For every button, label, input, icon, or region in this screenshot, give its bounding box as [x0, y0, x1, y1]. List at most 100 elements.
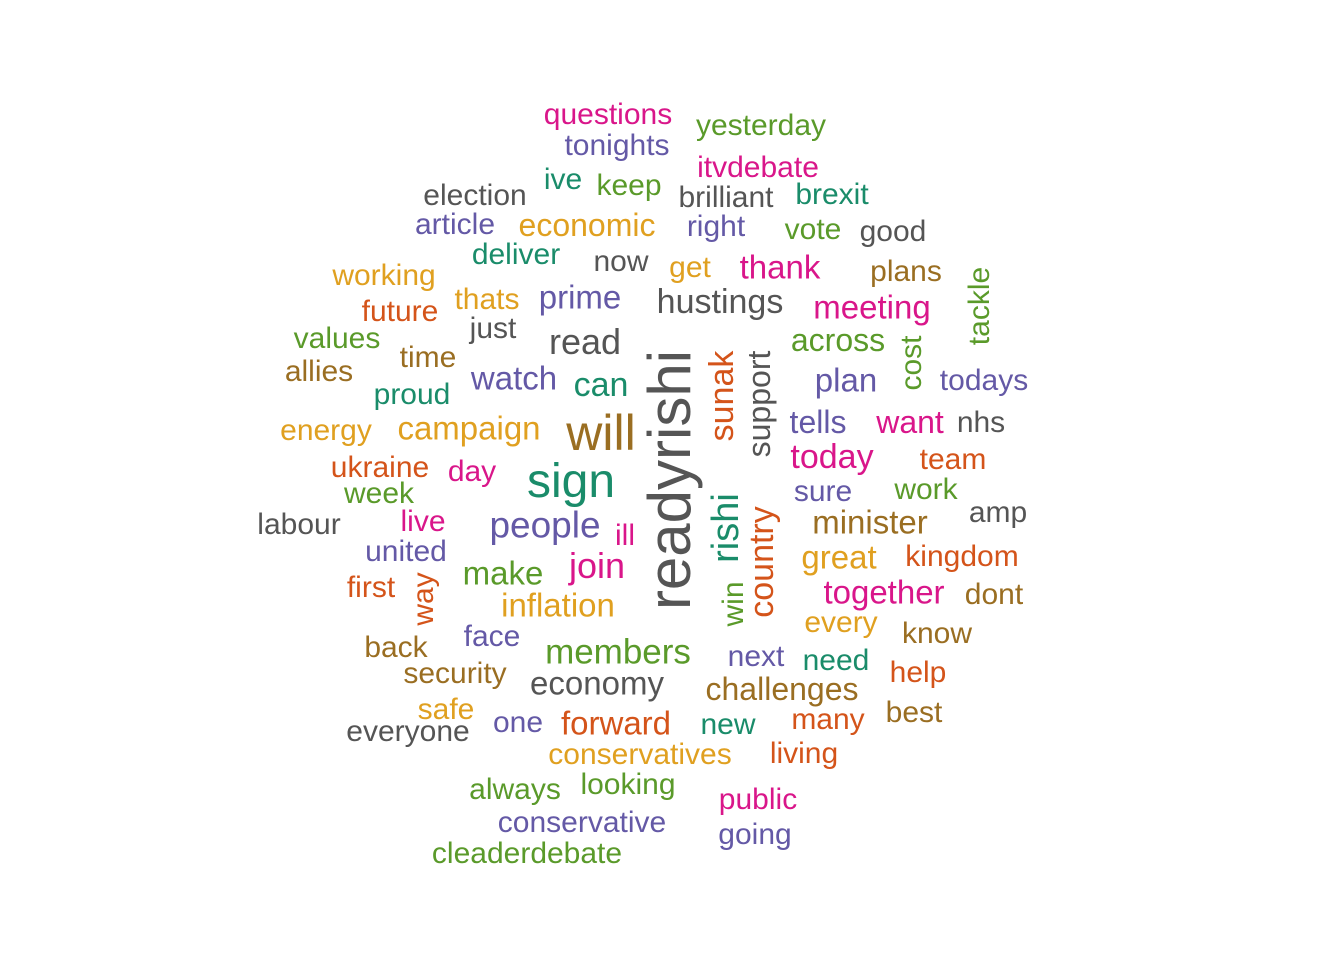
word-together: together	[823, 573, 945, 611]
word-sign: sign	[526, 455, 616, 508]
word-looking: looking	[580, 768, 676, 801]
word-plan: plan	[814, 361, 878, 399]
word-new: new	[700, 708, 756, 741]
word-deliver: deliver	[471, 238, 561, 271]
word-security: security	[403, 657, 507, 690]
word-meeting: meeting	[813, 288, 931, 326]
word-thank: thank	[739, 248, 821, 286]
word-conservative: conservative	[497, 806, 667, 839]
word-get: get	[669, 251, 711, 284]
word-kingdom: kingdom	[905, 540, 1019, 573]
word-back: back	[364, 631, 428, 664]
word-great: great	[801, 538, 877, 576]
word-one: one	[492, 706, 544, 739]
word-tackle: tackle	[963, 266, 996, 346]
word-energy: energy	[280, 414, 372, 447]
word-hustings: hustings	[656, 283, 784, 321]
word-can: can	[573, 366, 629, 404]
word-today: today	[790, 438, 874, 476]
word-tonights: tonights	[564, 129, 670, 162]
word-dont: dont	[964, 578, 1024, 611]
word-want: want	[876, 404, 944, 440]
word-day: day	[447, 455, 497, 488]
word-every: every	[804, 606, 878, 639]
word-safe: safe	[417, 693, 475, 726]
word-across: across	[790, 322, 886, 358]
word-ukraine: ukraine	[330, 451, 430, 484]
word-face: face	[463, 620, 521, 653]
word-conservatives: conservatives	[548, 738, 732, 771]
word-country: country	[743, 506, 781, 618]
word-way: way	[407, 572, 440, 626]
word-sunak: sunak	[703, 350, 741, 442]
word-proud: proud	[373, 378, 451, 411]
word-help: help	[889, 656, 947, 689]
word-everyone: everyone	[346, 715, 470, 748]
word-questions: questions	[543, 98, 673, 131]
word-join: join	[568, 545, 626, 586]
word-public: public	[718, 783, 798, 816]
word-watch: watch	[470, 359, 558, 397]
word-first: first	[346, 571, 396, 604]
word-people: people	[489, 504, 601, 546]
word-next: next	[727, 640, 785, 673]
word-economy: economy	[530, 664, 664, 702]
word-right: right	[686, 210, 746, 243]
word-support: support	[741, 350, 777, 458]
word-itvdebate: itvdebate	[697, 151, 819, 184]
word-vote: vote	[784, 213, 842, 246]
word-ive: ive	[543, 163, 583, 196]
word-united: united	[365, 535, 447, 568]
word-read: read	[548, 321, 622, 362]
word-will: will	[566, 405, 636, 461]
word-tells: tells	[789, 404, 847, 440]
word-article: article	[414, 208, 496, 241]
word-brilliant: brilliant	[678, 181, 774, 214]
word-future: future	[361, 295, 439, 328]
word-week: week	[343, 477, 415, 510]
word-know: know	[901, 617, 973, 650]
word-labour: labour	[257, 508, 341, 541]
word-amp: amp	[968, 496, 1028, 529]
word-need: need	[802, 644, 870, 677]
word-make: make	[462, 554, 544, 592]
word-cleaderdebate: cleaderdebate	[431, 837, 623, 870]
word-team: team	[919, 443, 987, 476]
word-time: time	[399, 341, 457, 374]
word-minister: minister	[812, 503, 928, 541]
word-brexit: brexit	[795, 178, 869, 211]
word-working: working	[332, 259, 436, 292]
word-plans: plans	[870, 255, 942, 288]
word-readyrishi: readyrishi	[636, 349, 703, 611]
word-inflation: inflation	[501, 586, 615, 624]
word-always: always	[469, 773, 561, 806]
word-values: values	[293, 322, 381, 355]
word-campaign: campaign	[397, 409, 541, 447]
word-election: election	[423, 179, 527, 212]
word-nhs: nhs	[956, 406, 1006, 439]
word-win: win	[717, 581, 750, 627]
word-forward: forward	[560, 704, 672, 742]
word-ill: ill	[615, 519, 635, 552]
word-cost: cost	[895, 335, 928, 391]
word-many: many	[791, 703, 865, 736]
word-going: going	[718, 818, 792, 851]
word-rishi: rishi	[705, 493, 747, 563]
word-thats: thats	[454, 283, 520, 316]
word-sure: sure	[793, 475, 853, 508]
word-prime: prime	[538, 278, 622, 316]
word-challenges: challenges	[705, 671, 859, 707]
word-just: just	[469, 312, 517, 345]
word-living: living	[769, 737, 839, 770]
word-work: work	[894, 473, 958, 506]
word-best: best	[885, 696, 943, 729]
word-members: members	[545, 632, 691, 672]
word-live: live	[400, 505, 446, 538]
word-allies: allies	[284, 355, 354, 388]
word-now: now	[593, 245, 649, 278]
word-yesterday: yesterday	[695, 109, 827, 142]
word-economic: economic	[518, 207, 656, 243]
word-keep: keep	[596, 169, 662, 202]
word-todays: todays	[939, 364, 1029, 397]
